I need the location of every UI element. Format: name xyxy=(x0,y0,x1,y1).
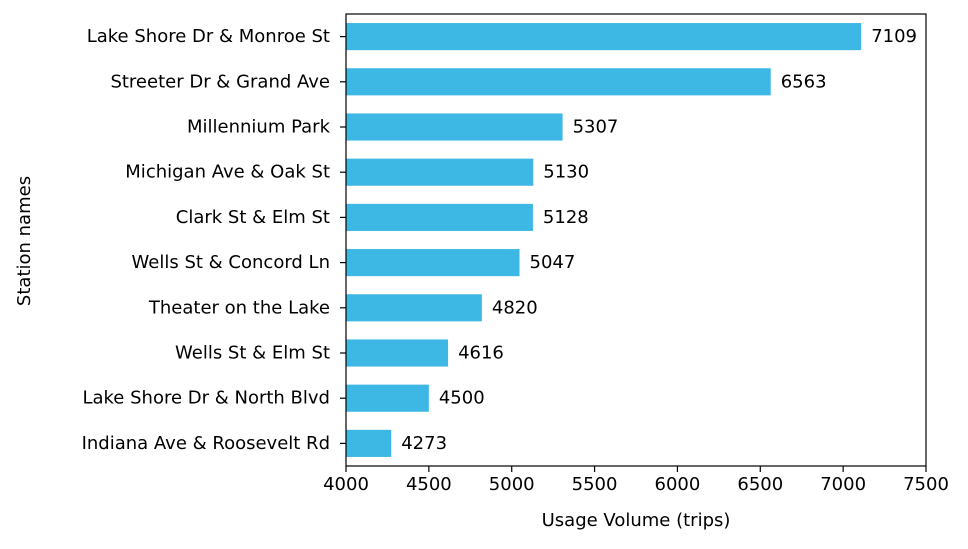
data-label: 5130 xyxy=(543,162,589,183)
bars-layer xyxy=(346,23,862,457)
y-tick-label: Michigan Ave & Oak St xyxy=(125,162,330,183)
data-label: 4500 xyxy=(439,388,485,409)
x-tick-label: 5500 xyxy=(572,474,618,495)
x-tick-label: 7000 xyxy=(820,474,866,495)
y-tick-label: Lake Shore Dr & Monroe St xyxy=(87,26,330,47)
bar xyxy=(346,249,520,277)
x-axis-label: Usage Volume (trips) xyxy=(542,510,731,531)
bar xyxy=(346,429,392,457)
bar xyxy=(346,384,429,412)
data-label: 5307 xyxy=(573,117,619,138)
data-label: 5047 xyxy=(530,252,576,273)
bar xyxy=(346,158,534,186)
x-tick-label: 7500 xyxy=(903,474,949,495)
y-tick-label: Wells St & Concord Ln xyxy=(132,252,330,273)
y-axis-label: Station names xyxy=(14,176,35,306)
x-tick-label: 4000 xyxy=(323,474,369,495)
data-label: 6563 xyxy=(781,71,827,92)
data-label: 5128 xyxy=(543,207,589,228)
y-tick-label: Streeter Dr & Grand Ave xyxy=(110,71,330,92)
bar xyxy=(346,68,771,96)
y-tick-label: Indiana Ave & Roosevelt Rd xyxy=(82,433,330,454)
plot-frame xyxy=(345,13,927,467)
y-tick-label: Theater on the Lake xyxy=(148,297,330,318)
bar xyxy=(346,294,482,322)
bar xyxy=(346,23,862,51)
y-tick-label: Lake Shore Dr & North Blvd xyxy=(82,388,330,409)
x-tick-label: 6500 xyxy=(737,474,783,495)
bar xyxy=(346,113,563,141)
data-labels-layer: 7109 6563 5307 5130 5128 5047 4820 4616 4500 4273 xyxy=(401,26,917,454)
y-ticks-layer: Lake Shore Dr & Monroe St Streeter Dr & G… xyxy=(82,26,346,454)
bar xyxy=(346,339,449,367)
data-label: 7109 xyxy=(871,26,917,47)
data-label: 4273 xyxy=(401,433,447,454)
y-tick-label: Wells St & Elm St xyxy=(175,343,330,364)
data-label: 4616 xyxy=(458,343,504,364)
bar xyxy=(346,203,533,231)
x-tick-label: 6000 xyxy=(655,474,701,495)
y-tick-label: Clark St & Elm St xyxy=(176,207,330,228)
x-tick-label: 4500 xyxy=(406,474,452,495)
y-tick-label: Millennium Park xyxy=(187,117,331,138)
x-tick-label: 5000 xyxy=(489,474,535,495)
x-ticks-layer: 4000 4500 5000 5500 6000 6500 7000 7500 xyxy=(323,466,949,495)
data-label: 4820 xyxy=(492,297,538,318)
